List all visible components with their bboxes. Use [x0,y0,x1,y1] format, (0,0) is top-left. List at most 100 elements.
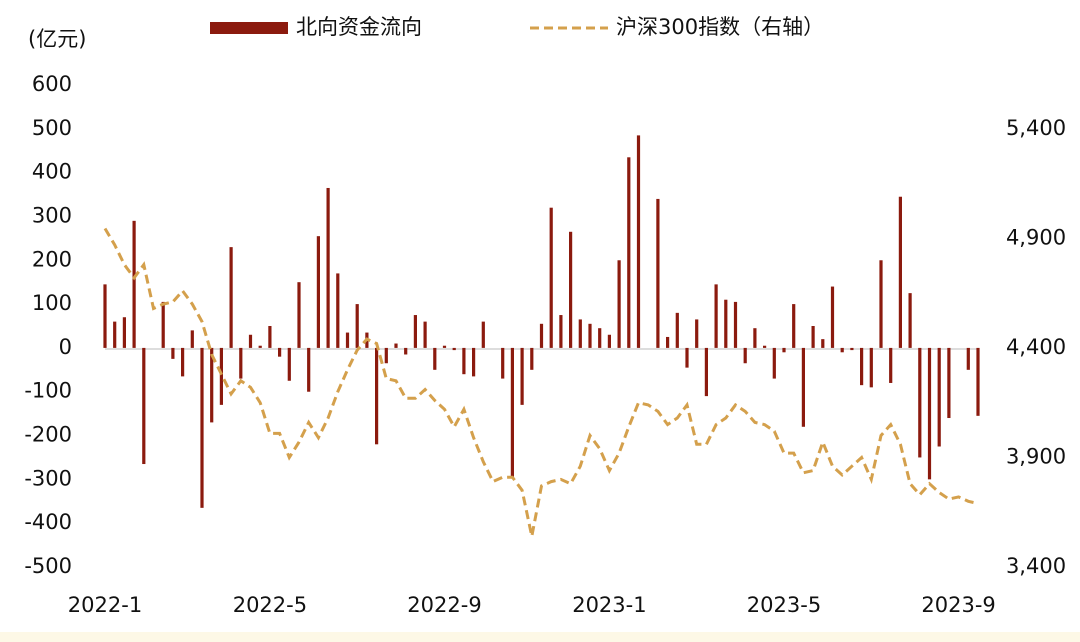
bar [520,347,524,405]
bar [714,284,718,348]
y-tick-label: 0 [59,335,72,359]
bar [452,347,456,351]
bar [801,347,805,427]
bottom-strip [0,632,1080,642]
bar [539,323,544,348]
bar [675,312,679,348]
bar [879,260,883,348]
bar [733,301,738,348]
bar [898,196,902,348]
bar [830,286,835,348]
y-tick-label: 500 [32,116,72,140]
bar [927,347,932,480]
bar [549,207,553,348]
bar [685,347,689,368]
bar [704,347,708,397]
bar [472,347,476,377]
bar [598,328,602,348]
index-line [103,227,979,537]
bar [666,336,670,348]
bar [792,304,796,348]
bar [607,334,611,348]
legend-label: 沪深300指数（右轴） [616,15,824,39]
bar [627,157,631,348]
bar [530,347,534,370]
y-tick-label: -400 [24,510,72,534]
bar [569,231,573,348]
bar [821,339,825,348]
y-tick-label: 200 [32,247,72,271]
x-tick-label: 2023-1 [572,593,646,617]
bar [239,347,243,379]
bar [200,347,204,508]
y-tick-label: 400 [32,160,72,184]
y-tick-label: -500 [24,554,72,578]
y-tick-label: 600 [32,72,72,96]
y-unit-label: (亿元) [28,27,86,51]
bar [258,345,262,348]
bar [850,347,854,351]
bar [763,345,767,348]
y2-tick-label: 4,400 [1006,335,1066,359]
legend-swatch [210,22,288,34]
bar [947,347,951,419]
bar [869,347,873,388]
bar [171,347,175,359]
bar [307,347,311,392]
bar [404,347,408,355]
bar [501,347,505,379]
bar [840,347,844,353]
bar [937,347,941,447]
y-tick-label: -300 [24,466,72,490]
legend-label: 北向资金流向 [296,15,422,39]
bar [860,347,864,386]
bar [442,345,447,348]
bar [588,323,592,348]
bar [355,304,359,348]
bar [559,315,563,348]
x-tick-label: 2022-9 [407,593,481,617]
bar [316,236,320,348]
bar [413,315,417,348]
bar [976,347,980,416]
bar [811,326,815,348]
bar [278,347,282,357]
x-tick-label: 2023-5 [747,593,821,617]
y2-tick-label: 5,400 [1006,116,1066,140]
bar [122,317,126,348]
bar [161,301,165,348]
y2-tick-label: 3,900 [1006,444,1066,468]
x-tick-label: 2022-1 [68,593,142,617]
bar [636,135,641,348]
bar [345,332,350,348]
bar [375,347,379,445]
bar [219,347,223,405]
x-tick-label: 2022-5 [233,593,307,617]
bar [772,347,776,379]
bar [578,319,582,348]
bar [103,284,107,348]
bar [966,347,970,370]
bar [268,326,272,348]
bar [142,347,146,465]
bar [336,273,340,348]
y-tick-label: -100 [24,379,72,403]
y2-tick-label: 3,400 [1006,554,1066,578]
bar [617,260,621,348]
bar [462,347,466,375]
bar [695,319,699,348]
bar [132,220,136,348]
bar [210,347,214,423]
bar [326,187,330,348]
bar [889,347,893,383]
bar [181,347,185,377]
bar [782,347,786,353]
bar [743,347,747,364]
bar [423,321,427,348]
bar [753,328,757,348]
bar [481,321,485,348]
bar [908,293,912,348]
y-tick-label: -200 [24,423,72,447]
bar [297,282,301,348]
